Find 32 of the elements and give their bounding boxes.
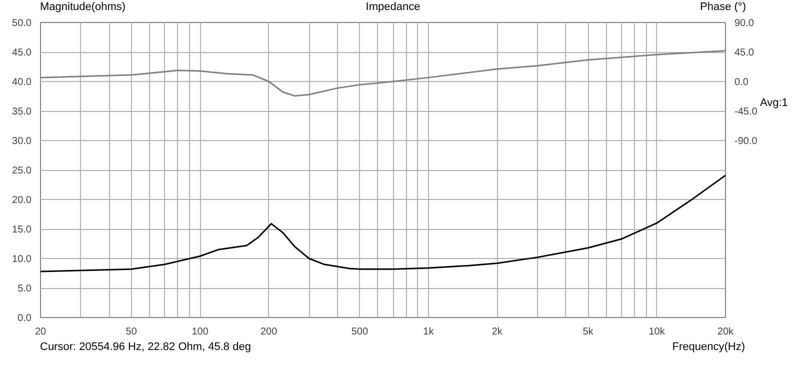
text: Cursor: 20554.96 Hz, 22.82 Ohm, 45.8 deg	[40, 340, 251, 355]
y-tick-label: 15.0	[12, 224, 32, 236]
y-tick-label: 5.0	[18, 284, 32, 294]
x-tick-label: 1k	[423, 326, 435, 338]
x-axis-title: Frequency(Hz)	[672, 340, 745, 355]
x-tick-label: 2k	[492, 326, 504, 338]
y2-tick-label: 0.0	[734, 77, 749, 88]
x-tick-label: 200	[260, 326, 278, 338]
x-tick-label: 100	[192, 326, 209, 338]
x-tick-label: 500	[351, 326, 368, 338]
y2-tick-label: 90.0	[734, 18, 754, 29]
x-tick-label: 20	[34, 326, 46, 338]
text: Avg:1	[760, 96, 788, 111]
chart-title: Impedance	[366, 0, 420, 15]
y-tick-label: 10.0	[12, 254, 32, 265]
y-tick-label: 30.0	[12, 136, 32, 147]
y-tick-label: 0.0	[18, 313, 32, 324]
x-tick-label: 10k	[648, 326, 666, 338]
y-tick-label: 50.0	[12, 18, 32, 29]
y-tick-label: 40.0	[12, 77, 32, 88]
x-tick-label: 50	[126, 326, 138, 338]
y-tick-label: 45.0	[12, 48, 32, 58]
y2-axis-title: Phase (°)	[700, 0, 746, 15]
y2-tick-label: -45.0	[734, 106, 758, 118]
y2-tick-label: -90.0	[734, 136, 758, 147]
y-tick-label: 35.0	[12, 106, 32, 118]
x-tick-label: 5k	[582, 326, 594, 338]
y-tick-label: 20.0	[12, 195, 32, 206]
y2-tick-label: 45.0	[734, 48, 754, 58]
y-tick-label: 25.0	[12, 166, 32, 176]
y-axis-title: Magnitude(ohms)	[40, 0, 126, 15]
x-tick-label: 20k	[717, 326, 735, 338]
